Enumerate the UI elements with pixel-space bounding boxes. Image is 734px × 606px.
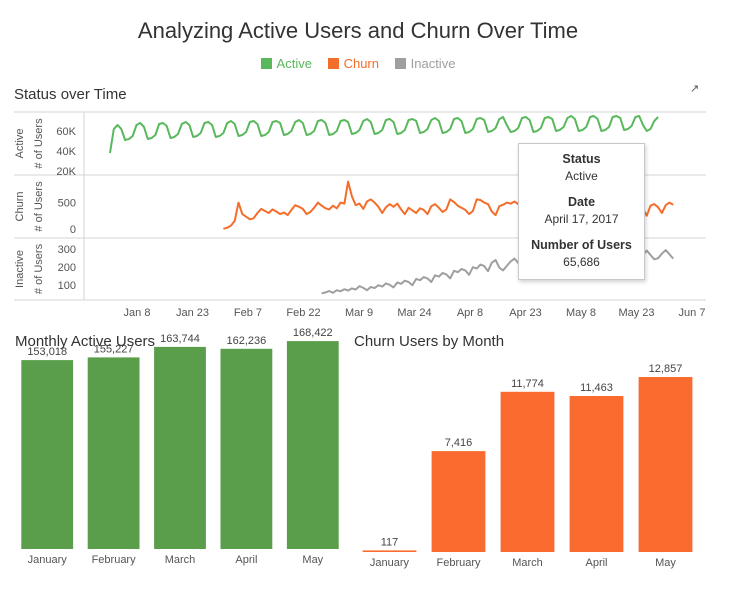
churn-bar-label: 7,416	[445, 437, 473, 449]
row-axis-title-active: # of Users	[33, 118, 45, 169]
active-category-label: January	[28, 554, 68, 566]
churn-bar-label: 117	[381, 536, 399, 548]
row-axis-title-churn: # of Users	[33, 181, 45, 232]
churn-bar	[638, 377, 693, 552]
active-category-label: May	[302, 554, 323, 566]
active-category-label: March	[165, 554, 196, 566]
x-tick-label: Mar 24	[397, 307, 431, 319]
dashboard-title: Analyzing Active Users and Churn Over Ti…	[137, 18, 579, 43]
legend-item-active[interactable]: Active	[260, 56, 312, 71]
churn-bar-label: 11,774	[511, 378, 544, 390]
active-bar	[87, 357, 140, 549]
churn-bar	[569, 396, 624, 552]
legend-label-churn: Churn	[343, 56, 379, 71]
tooltip-date-value: April 17, 2017	[544, 212, 619, 226]
row-axis-title-inactive: # of Users	[33, 243, 45, 294]
tooltip-date-label: Date	[567, 195, 596, 209]
legend-swatch-inactive	[394, 58, 406, 69]
x-tick-label: Feb 22	[286, 307, 320, 319]
active-bar-label: 168,422	[293, 327, 333, 339]
x-tick-label: Apr 23	[509, 307, 541, 319]
active-bar-label: 153,018	[27, 346, 67, 358]
y-tick-label-inactive: 300	[58, 244, 76, 256]
churn-bar	[362, 550, 417, 552]
tooltip-status-label: Status	[562, 152, 601, 166]
legend-item-inactive[interactable]: Inactive	[394, 56, 456, 71]
y-tick-label-active: 40K	[56, 146, 76, 158]
popout-icon[interactable]: ↗	[690, 83, 700, 95]
x-tick-label: Jun 7	[679, 307, 706, 319]
legend: Active Churn Inactive	[0, 56, 716, 72]
x-tick-label: May 23	[618, 307, 654, 319]
churn-category-label: January	[370, 557, 410, 569]
active-bar	[220, 348, 273, 549]
x-tick-label: Jan 23	[176, 307, 209, 319]
legend-swatch-churn	[327, 58, 339, 69]
row-label-inactive: Inactive	[14, 250, 26, 288]
x-tick-label: Feb 7	[234, 307, 262, 319]
tooltip-status-value: Active	[565, 169, 598, 183]
churn-by-month-title: Churn Users by Month	[354, 333, 505, 350]
y-tick-label-active: 20K	[56, 166, 76, 178]
row-label-active: Active	[14, 129, 26, 159]
churn-category-label: March	[512, 557, 543, 569]
x-tick-label: May 8	[566, 307, 596, 319]
churn-bar-label: 11,463	[580, 382, 613, 394]
active-bar-label: 162,236	[227, 335, 267, 347]
legend-label-inactive: Inactive	[410, 56, 456, 71]
y-tick-label-churn: 0	[70, 224, 76, 236]
active-bar	[286, 341, 339, 549]
churn-category-label: February	[436, 557, 481, 569]
legend-label-active: Active	[276, 56, 312, 71]
churn-bar	[431, 451, 486, 552]
legend-swatch-active	[260, 58, 272, 69]
churn-category-label: May	[655, 557, 676, 569]
tooltip-users-label: Number of Users	[531, 238, 632, 252]
series-line-active	[109, 115, 659, 154]
active-category-label: February	[92, 554, 137, 566]
churn-bar	[500, 391, 555, 552]
active-bar-label: 155,227	[94, 343, 134, 355]
y-tick-label-inactive: 200	[58, 262, 76, 274]
tooltip-users-value: 65,686	[563, 255, 600, 269]
tooltip: Status Active Date April 17, 2017 Number…	[518, 143, 645, 280]
x-tick-label: Apr 8	[457, 307, 483, 319]
monthly-active-title: Monthly Active Users	[15, 333, 156, 350]
y-tick-label-inactive: 100	[58, 280, 76, 292]
active-bar	[21, 360, 74, 549]
x-tick-label: Mar 9	[345, 307, 373, 319]
active-bar-label: 163,744	[160, 333, 200, 345]
churn-category-label: April	[585, 557, 607, 569]
y-tick-label-active: 60K	[56, 126, 76, 138]
churn-bar-label: 12,857	[649, 363, 683, 375]
status-section-title: Status over Time	[14, 86, 127, 103]
x-tick-label: Jan 8	[124, 307, 151, 319]
legend-item-churn[interactable]: Churn	[327, 56, 379, 71]
row-label-churn: Churn	[14, 192, 26, 222]
active-category-label: April	[235, 554, 257, 566]
active-bar	[154, 346, 206, 549]
y-tick-label-churn: 500	[58, 198, 76, 210]
